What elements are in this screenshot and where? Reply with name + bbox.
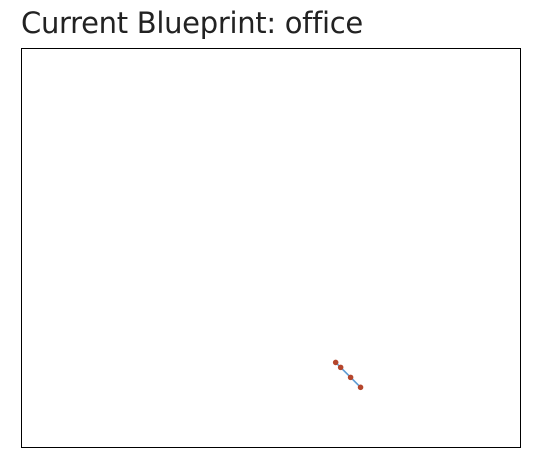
blueprint-drawing[interactable] xyxy=(22,49,520,447)
blueprint-node[interactable] xyxy=(332,359,339,366)
blueprint-node[interactable] xyxy=(357,384,364,391)
blueprint-node[interactable] xyxy=(337,364,344,371)
page-title: Current Blueprint: office xyxy=(21,6,363,40)
blueprint-node[interactable] xyxy=(347,374,354,381)
blueprint-canvas[interactable] xyxy=(21,48,521,448)
